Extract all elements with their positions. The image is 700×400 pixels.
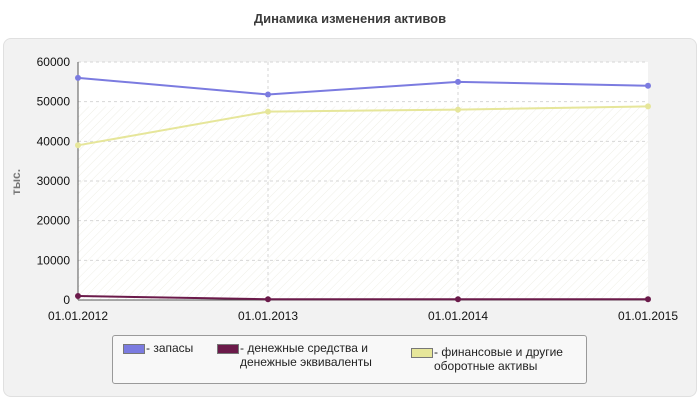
legend-swatch xyxy=(217,344,239,354)
series-line-1 xyxy=(77,76,649,96)
y-tick-label: 20000 xyxy=(37,214,71,228)
x-tick-label: 01.01.2012 xyxy=(48,309,108,323)
data-point[interactable] xyxy=(265,108,271,115)
data-point[interactable] xyxy=(455,296,461,303)
data-point[interactable] xyxy=(645,82,651,89)
y-axis-label: тыс. xyxy=(9,169,23,195)
data-point[interactable] xyxy=(75,74,81,81)
series-lines xyxy=(75,74,651,303)
y-tick-label: 30000 xyxy=(37,174,71,188)
data-point[interactable] xyxy=(645,296,651,303)
legend: - запасы - денежные средства и денежные э… xyxy=(112,335,587,384)
series-line-3 xyxy=(77,105,649,147)
tick-labels: 0 10000 20000 30000 40000 50000 60000 01.01.201… xyxy=(37,55,679,323)
gridlines xyxy=(78,61,648,300)
y-tick-label: 40000 xyxy=(37,134,71,148)
data-point[interactable] xyxy=(645,103,651,110)
chart-title: Динамика изменения активов xyxy=(253,11,447,26)
x-tick-label: 01.01.2014 xyxy=(428,309,488,323)
y-tick-label: 60000 xyxy=(37,55,71,69)
data-point[interactable] xyxy=(265,296,271,303)
data-point[interactable] xyxy=(455,78,461,85)
legend-label[interactable]: - запасы xyxy=(146,341,194,355)
data-point[interactable] xyxy=(75,293,81,300)
data-point[interactable] xyxy=(75,142,81,149)
data-point[interactable] xyxy=(265,91,271,98)
data-point[interactable] xyxy=(455,106,461,113)
legend-swatch xyxy=(123,344,145,354)
x-tick-label: 01.01.2013 xyxy=(238,309,298,323)
legend-label[interactable]: - денежные средства и денежные эквивален… xyxy=(240,341,372,369)
y-tick-label: 50000 xyxy=(37,95,71,109)
series-line-2 xyxy=(77,295,648,301)
hatched-area xyxy=(78,106,648,300)
legend-swatch xyxy=(411,348,433,358)
legend-label[interactable]: - финансовые и другие оборотные активы xyxy=(434,345,563,373)
y-tick-label: 10000 xyxy=(37,253,71,267)
y-tick-label: 0 xyxy=(63,293,70,307)
x-tick-label: 01.01.2015 xyxy=(618,309,678,323)
